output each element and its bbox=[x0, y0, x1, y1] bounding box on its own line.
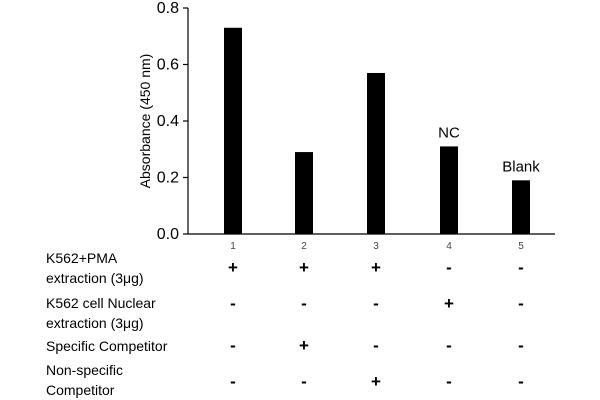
bar-3 bbox=[367, 72, 385, 234]
plus-mark: + bbox=[371, 372, 381, 391]
y-tick-label: 0.8 bbox=[157, 0, 179, 17]
condition-label-line: K562+PMA bbox=[46, 250, 118, 266]
bar-4 bbox=[440, 146, 458, 234]
condition-label: K562+PMA extraction (3μg) bbox=[46, 248, 226, 288]
annotation-blank: Blank bbox=[502, 158, 540, 175]
condition-label: Non-specific Competitor bbox=[46, 360, 226, 400]
bar-5 bbox=[512, 180, 530, 234]
bar-2 bbox=[295, 152, 313, 234]
condition-label-line: extraction (3μg) bbox=[46, 270, 144, 286]
minus-mark: - bbox=[446, 372, 452, 391]
plus-mark: + bbox=[228, 258, 238, 277]
y-tick-label: 0.0 bbox=[157, 226, 179, 243]
bar-1 bbox=[224, 27, 242, 235]
minus-mark: - bbox=[373, 294, 379, 313]
lane-number: 5 bbox=[518, 241, 524, 252]
lane-number: 1 bbox=[230, 241, 236, 252]
minus-mark: - bbox=[301, 294, 307, 313]
minus-mark: - bbox=[518, 294, 524, 313]
text-layer: 0.0 0.2 0.4 0.6 0.8 Absorbance (450 nm) 1 2 3 4 5 N… bbox=[137, 0, 540, 252]
plus-mark: + bbox=[299, 336, 309, 355]
condition-label-line: Competitor bbox=[46, 382, 115, 398]
minus-mark: - bbox=[518, 372, 524, 391]
plus-mark: + bbox=[444, 294, 454, 313]
bars-layer bbox=[224, 27, 530, 235]
minus-mark: - bbox=[446, 336, 452, 355]
minus-mark: - bbox=[446, 258, 452, 277]
condition-label-line: K562 cell Nuclear bbox=[46, 295, 156, 311]
condition-label: K562 cell Nuclear extraction (3μg) bbox=[46, 293, 226, 333]
minus-mark: - bbox=[230, 294, 236, 313]
condition-label-line: Non-specific bbox=[46, 362, 124, 378]
minus-mark: - bbox=[230, 372, 236, 391]
condition-label: Specific Competitor bbox=[46, 336, 226, 356]
lane-number: 2 bbox=[301, 241, 307, 252]
y-tick-label: 0.4 bbox=[157, 113, 179, 130]
y-tick-label: 0.2 bbox=[157, 170, 179, 187]
minus-mark: - bbox=[230, 336, 236, 355]
minus-mark: - bbox=[518, 258, 524, 277]
y-axis-title: Absorbance (450 nm) bbox=[137, 54, 153, 189]
minus-mark: - bbox=[373, 336, 379, 355]
plus-mark: + bbox=[371, 258, 381, 277]
minus-mark: - bbox=[518, 336, 524, 355]
annotation-nc: NC bbox=[438, 124, 460, 141]
minus-mark: - bbox=[301, 372, 307, 391]
lane-number: 4 bbox=[446, 241, 452, 252]
condition-label-line: Specific Competitor bbox=[46, 338, 168, 354]
axis-layer bbox=[183, 7, 555, 235]
condition-label-line: extraction (3μg) bbox=[46, 315, 144, 331]
lane-number: 3 bbox=[373, 241, 379, 252]
plus-mark: + bbox=[299, 258, 309, 277]
y-tick-label: 0.6 bbox=[157, 57, 179, 74]
